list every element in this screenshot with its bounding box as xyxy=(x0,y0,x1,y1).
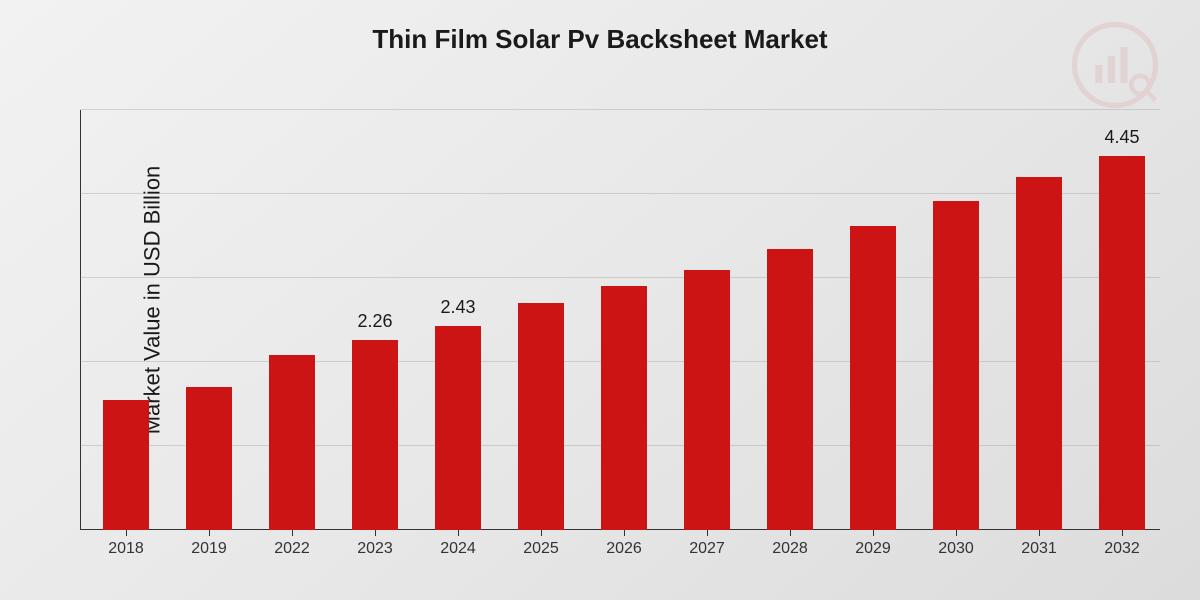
bar xyxy=(1016,177,1062,530)
bar xyxy=(269,355,315,530)
x-tick-mark xyxy=(126,530,127,536)
grid-line xyxy=(80,193,1160,194)
bar xyxy=(352,340,398,530)
bar xyxy=(850,226,896,530)
x-tick-mark xyxy=(790,530,791,536)
watermark-logo xyxy=(1070,20,1160,110)
bar-group xyxy=(933,201,979,530)
bar-group: 4.45 xyxy=(1099,156,1145,530)
bar xyxy=(933,201,979,530)
x-tick-mark xyxy=(956,530,957,536)
x-tick-mark xyxy=(1039,530,1040,536)
bar xyxy=(1099,156,1145,530)
x-tick-mark xyxy=(209,530,210,536)
x-tick-mark xyxy=(1122,530,1123,536)
x-tick-mark xyxy=(873,530,874,536)
bar-group xyxy=(269,355,315,530)
bar-group xyxy=(1016,177,1062,530)
bar-value-label: 2.43 xyxy=(435,297,481,326)
bar-group xyxy=(518,303,564,530)
x-tick-mark xyxy=(541,530,542,536)
bar xyxy=(684,270,730,530)
bar-group xyxy=(186,387,232,530)
y-axis-line xyxy=(80,110,81,530)
bar-group xyxy=(850,226,896,530)
bar-group xyxy=(601,286,647,530)
bar xyxy=(186,387,232,530)
bar-group: 2.43 xyxy=(435,326,481,530)
bar xyxy=(518,303,564,530)
bar xyxy=(103,400,149,530)
x-tick-mark xyxy=(458,530,459,536)
x-tick-mark xyxy=(707,530,708,536)
bar-value-label: 2.26 xyxy=(352,311,398,340)
bar xyxy=(767,249,813,530)
chart-title: Thin Film Solar Pv Backsheet Market xyxy=(372,24,827,55)
bar xyxy=(435,326,481,530)
bar-group xyxy=(103,400,149,530)
bar xyxy=(601,286,647,530)
bar-group xyxy=(767,249,813,530)
x-tick-mark xyxy=(375,530,376,536)
x-tick-mark xyxy=(292,530,293,536)
grid-line xyxy=(80,277,1160,278)
chart-plot-area: 2.262.434.45 201820192022202320242025202… xyxy=(80,110,1160,530)
x-tick-mark xyxy=(624,530,625,536)
bar-group xyxy=(684,270,730,530)
bar-group: 2.26 xyxy=(352,340,398,530)
grid-line xyxy=(80,109,1160,110)
bar-value-label: 4.45 xyxy=(1099,127,1145,156)
